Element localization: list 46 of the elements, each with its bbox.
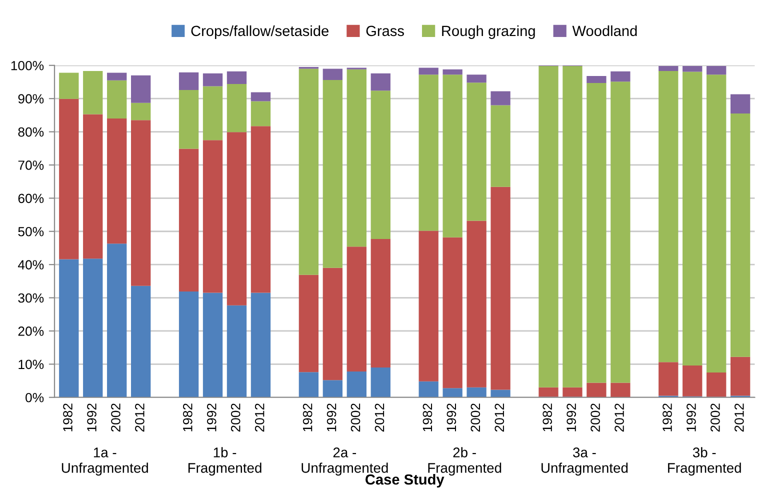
- x-tick-label: 2012: [614, 404, 624, 432]
- y-tick-label: 10%: [18, 360, 44, 370]
- x-tick-label: 1992: [206, 404, 216, 432]
- y-tick-label: 0%: [26, 392, 44, 402]
- x-tick-label: 2012: [254, 404, 264, 432]
- x-tick-label: 1992: [87, 404, 96, 432]
- text: 1b - Fragmented: [188, 447, 262, 476]
- text: 3b - Fragmented: [668, 447, 741, 476]
- y-tick-label: 100%: [11, 60, 44, 70]
- x-tick-label: 1982: [63, 404, 72, 432]
- legend-label: Woodland: [572, 25, 637, 36]
- x-tick-label: 1982: [182, 404, 192, 432]
- x-tick-label: 1992: [446, 404, 456, 432]
- y-tick-label: 30%: [18, 293, 44, 303]
- x-tick-label: 2002: [350, 404, 360, 432]
- legend-label: Grass: [366, 26, 404, 36]
- x-tick-label: 2012: [135, 404, 144, 432]
- y-tick-label: 20%: [18, 326, 44, 336]
- x-tick-label: 2002: [230, 404, 240, 432]
- x-tick-label: 1982: [422, 404, 432, 432]
- legend-label: Crops/fallow/setaside: [191, 25, 328, 39]
- y-tick-label: 70%: [18, 160, 44, 170]
- text: 1a - Unfragmented: [62, 448, 148, 476]
- x-tick-label: 1992: [326, 404, 336, 432]
- x-axis-title: Case Study: [366, 474, 444, 488]
- x-tick-label: 1992: [686, 404, 696, 432]
- text: 2a - Unfragmented: [302, 448, 388, 476]
- y-tick-label: 60%: [18, 194, 44, 204]
- x-tick-label: 1982: [542, 404, 552, 432]
- y-tick-label: 40%: [18, 260, 44, 270]
- x-tick-label: 2012: [374, 404, 384, 432]
- text: 3a - Unfragmented: [542, 448, 628, 476]
- x-tick-label: 1992: [566, 404, 576, 432]
- x-tick-label: 1982: [662, 404, 672, 432]
- x-tick-label: 2002: [590, 404, 600, 432]
- x-tick-label: 2002: [470, 404, 480, 432]
- text: 2b - Fragmented: [428, 447, 502, 476]
- x-tick-label: 2002: [111, 404, 120, 432]
- x-tick-label: 2002: [710, 404, 720, 432]
- x-tick-label: 2012: [494, 404, 504, 432]
- y-tick-label: 90%: [18, 94, 44, 104]
- x-tick-label: 1982: [302, 404, 312, 432]
- y-tick-label: 50%: [18, 226, 44, 236]
- x-tick-label: 2012: [734, 404, 744, 432]
- legend-label: Rough grazing: [442, 25, 535, 39]
- y-tick-label: 80%: [18, 127, 44, 137]
